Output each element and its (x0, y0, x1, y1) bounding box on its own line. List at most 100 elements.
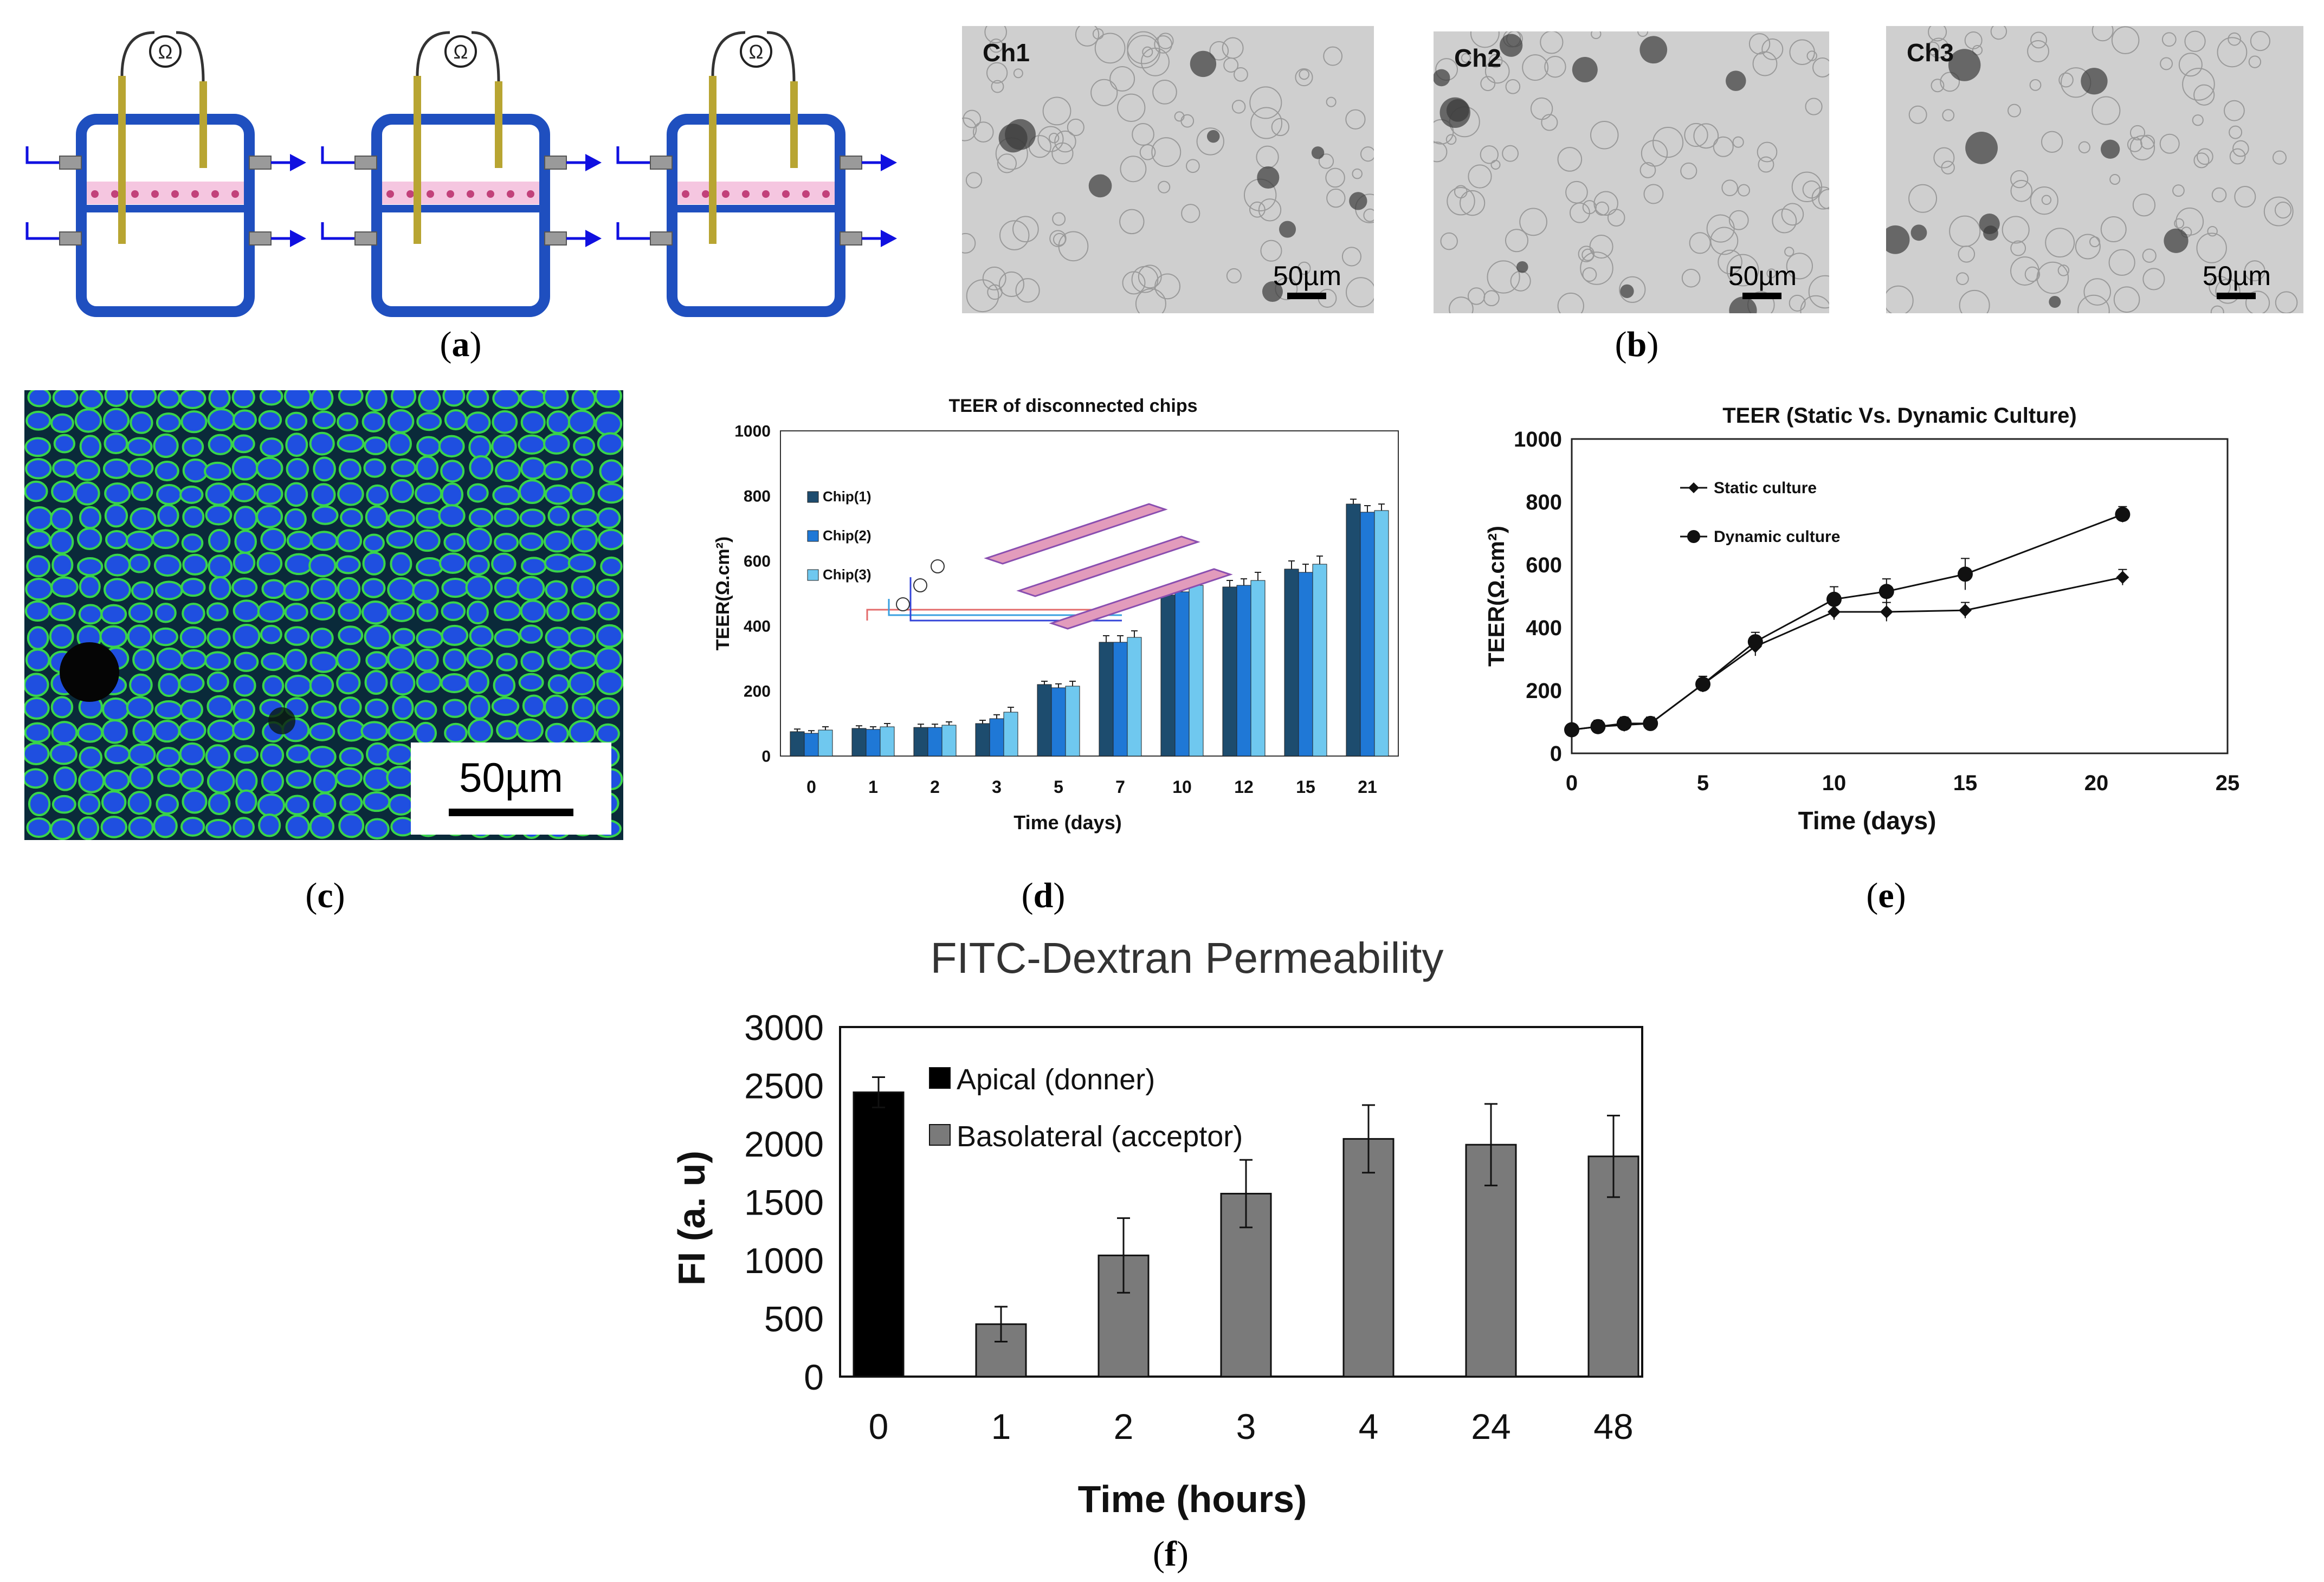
cell (259, 390, 283, 406)
cell (156, 793, 179, 815)
debris (1639, 36, 1668, 64)
electrode (118, 76, 126, 244)
cell (24, 768, 49, 789)
ohm-symbol: Ω (454, 41, 468, 63)
chart-title: TEER of disconnected chips (948, 396, 1197, 416)
flow-arrow-icon (585, 154, 602, 171)
inlet-tube (616, 146, 656, 164)
cell (596, 670, 623, 695)
inset-wire (888, 599, 1122, 616)
cell-outline (2142, 248, 2157, 263)
cell (231, 482, 256, 502)
debris (1257, 166, 1280, 189)
cell (283, 580, 309, 601)
cell (444, 409, 468, 430)
cell-outline (1990, 26, 2007, 40)
cell-outline (2211, 187, 2227, 203)
ohm-meter-icon (740, 35, 772, 68)
micrograph-ch2: Ch2 50µm (1434, 31, 1829, 313)
cell-outline (2036, 261, 2069, 294)
cell (427, 190, 434, 198)
cell-outline (1461, 53, 1471, 63)
cell (79, 390, 104, 410)
cell-outline (1012, 216, 1039, 243)
y-tick-label: 0 (761, 748, 771, 766)
cell (180, 816, 205, 837)
cell (600, 556, 623, 577)
cell (466, 669, 489, 694)
cell (51, 553, 74, 577)
cell (441, 624, 469, 646)
connector (354, 156, 377, 170)
cell-outline (1459, 190, 1486, 216)
cell (519, 624, 543, 644)
cell (520, 411, 546, 434)
cell (493, 674, 516, 697)
cell (205, 744, 231, 769)
cell (100, 604, 127, 625)
bar (1160, 595, 1176, 757)
cell (312, 505, 339, 525)
cell (387, 577, 415, 602)
cell-outline (2129, 125, 2146, 140)
cell (101, 790, 127, 815)
cell (543, 432, 570, 455)
cell (547, 505, 570, 526)
cell (363, 458, 386, 478)
caption-d: (d) (1021, 876, 1066, 915)
data-point (1959, 604, 1972, 617)
cell-outline (1781, 203, 1804, 226)
cell-outline (1092, 28, 1104, 40)
connector (650, 156, 673, 170)
cell (24, 673, 49, 697)
cell-outline (1964, 31, 1983, 50)
dark-spot (268, 707, 295, 734)
cell-outline (962, 233, 976, 254)
cell (308, 554, 337, 578)
cell-outline (1138, 264, 1162, 289)
cell-outline (1154, 273, 1181, 300)
cell (311, 390, 334, 411)
cell (702, 190, 709, 198)
cell-outline (1223, 57, 1239, 73)
cell (261, 769, 285, 793)
cell (416, 601, 438, 622)
cell (544, 694, 569, 719)
cell (519, 390, 547, 409)
y-tick-label: 800 (1526, 490, 1562, 514)
cell (414, 482, 443, 505)
cell (178, 719, 206, 741)
electrode (709, 76, 716, 244)
scale-bar-label: 50µm (1728, 261, 1797, 291)
debris (1886, 225, 1910, 254)
cell (206, 695, 234, 718)
cell (365, 818, 390, 840)
bar (1065, 686, 1080, 757)
bar (851, 728, 867, 757)
cell (128, 457, 154, 477)
cell (545, 722, 569, 745)
cell-outline (1728, 210, 1749, 230)
x-tick-label: 0 (869, 1406, 889, 1447)
cell (518, 434, 546, 455)
cell (414, 648, 439, 672)
scale-bar (1287, 293, 1326, 299)
cell (104, 503, 128, 528)
cell (234, 506, 258, 531)
cell (24, 722, 51, 743)
scale-bar (1742, 293, 1781, 299)
cell (182, 789, 208, 814)
cell (182, 553, 208, 576)
cell (76, 722, 104, 743)
cell (543, 390, 569, 409)
cell-outline (1180, 114, 1195, 128)
cell (24, 600, 50, 622)
cell-outline (2192, 114, 2204, 126)
cell (258, 813, 281, 837)
cell-outline (1789, 294, 1806, 312)
cell (543, 530, 571, 553)
cell (782, 190, 790, 198)
cell (77, 816, 100, 840)
data-point (1643, 715, 1658, 731)
